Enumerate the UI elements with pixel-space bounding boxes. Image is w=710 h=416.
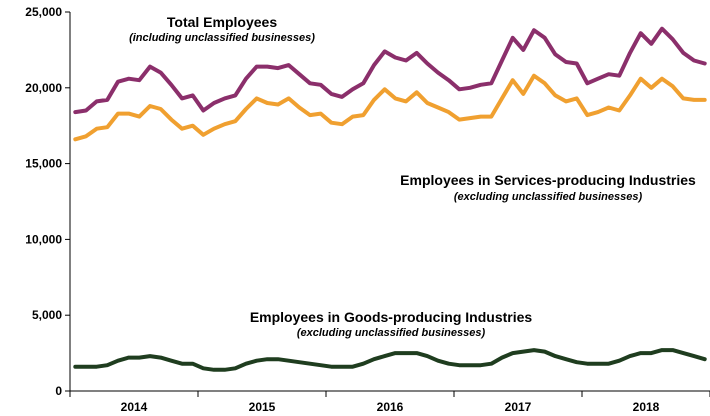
series-line-1 <box>73 73 707 142</box>
y-tick-label: 20,000 <box>25 81 62 95</box>
x-tick-label: 2014 <box>121 400 148 414</box>
y-tick-label: 10,000 <box>25 232 62 246</box>
x-ticks: 2014 2015 2016 2017 2018 <box>69 391 710 414</box>
y-tick-label: 25,000 <box>25 5 62 19</box>
series-line-2 <box>73 348 707 372</box>
series-note-total: (including unclassified businesses) <box>129 32 315 44</box>
series-label-services: Employees in Services-producing Industri… <box>400 172 696 188</box>
y-tick-label: 0 <box>55 384 62 398</box>
series-lines <box>73 26 707 372</box>
x-tick-label: 2017 <box>505 400 532 414</box>
y-tick-label: 5,000 <box>32 308 62 322</box>
y-tick-label: 15,000 <box>25 157 62 171</box>
series-note-services: (excluding unclassified businesses) <box>454 191 643 203</box>
series-note-goods: (excluding unclassified businesses) <box>297 327 486 339</box>
x-tick-label: 2015 <box>249 400 276 414</box>
series-label-total: Total Employees <box>167 14 277 30</box>
y-ticks: 0 5,000 10,000 15,000 20,000 25,000 <box>25 5 70 398</box>
x-tick-label: 2016 <box>377 400 404 414</box>
x-tick-label: 2018 <box>633 400 660 414</box>
series-line-0 <box>73 26 707 115</box>
axes <box>69 12 710 392</box>
series-label-goods: Employees in Goods-producing Industries <box>250 309 533 325</box>
